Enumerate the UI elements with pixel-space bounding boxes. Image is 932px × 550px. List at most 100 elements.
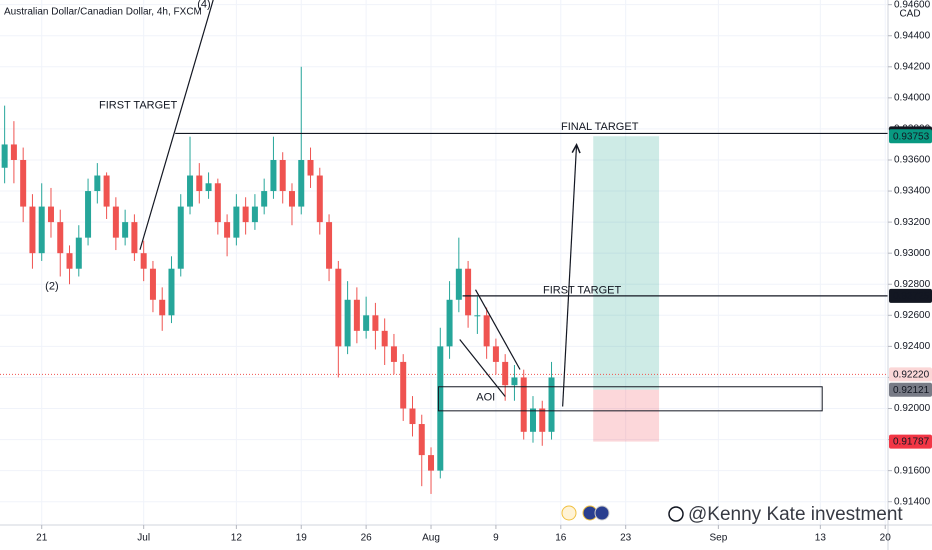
- price-tag: 0.91787: [893, 437, 930, 448]
- candle-body: [20, 159, 27, 207]
- x-tick-label: Jul: [137, 533, 150, 544]
- price-tag-bg: [889, 367, 932, 382]
- x-tick-label: 16: [555, 533, 567, 544]
- candle-body: [261, 191, 268, 207]
- candle-body: [316, 175, 323, 223]
- x-tick-label: 9: [493, 533, 499, 544]
- candle-body: [224, 222, 231, 238]
- candle-body: [372, 315, 379, 331]
- price-tag: 0.92121: [893, 385, 930, 396]
- drawing-line: [474, 289, 521, 370]
- candle-body: [400, 361, 407, 409]
- plot: [0, 0, 888, 494]
- candle-body: [492, 346, 499, 362]
- x-tick-label: 21: [36, 533, 48, 544]
- candle-body: [548, 377, 555, 432]
- x-tick-label: Sep: [709, 533, 727, 544]
- watermark-icon: [668, 506, 684, 522]
- candle-body: [47, 206, 54, 223]
- annotation: FINAL TARGET: [561, 121, 639, 133]
- candle-body: [539, 408, 546, 432]
- watermark: @Kenny Kate investment: [688, 504, 903, 525]
- candle-body: [455, 268, 462, 300]
- y-tick-label: 0.91400: [894, 496, 931, 507]
- candle-body: [233, 206, 240, 238]
- candle-body: [103, 175, 110, 207]
- drawing-line: [139, 0, 214, 250]
- candle-body: [279, 159, 286, 192]
- y-tick-label: 0.93200: [894, 217, 931, 228]
- price-tag-bg: [889, 382, 932, 397]
- x-tick-label: 12: [231, 533, 243, 544]
- candle-body: [335, 268, 342, 347]
- price-tag: 0.92220: [893, 369, 930, 380]
- candle-body: [446, 299, 453, 347]
- icon: [561, 505, 577, 521]
- price-tag: 0.92725: [893, 291, 930, 302]
- candle-body: [214, 183, 221, 223]
- x-tick-label: 26: [361, 533, 373, 544]
- y-tick-label: 0.93000: [894, 248, 931, 259]
- y-tick-label: 0.92600: [894, 310, 931, 321]
- candle-body: [85, 191, 92, 238]
- candle-body: [474, 315, 481, 317]
- candle-body: [187, 175, 194, 207]
- x-tick-label: 13: [815, 533, 827, 544]
- y-tick-label: 0.92000: [894, 403, 931, 414]
- candle-body: [29, 206, 36, 254]
- x-tick-label: Aug: [422, 533, 440, 544]
- x-tick-label: 20: [880, 533, 892, 544]
- candle-body: [10, 144, 17, 160]
- annotation: FIRST TARGET: [543, 285, 622, 297]
- price-tag-bg: [889, 434, 932, 449]
- candle-body: [437, 346, 444, 471]
- candle-body: [326, 222, 333, 269]
- y-tick-label: 0.92800: [894, 279, 931, 290]
- candle-body: [131, 222, 138, 254]
- y-tick-label: 0.94400: [894, 30, 931, 41]
- candle-body: [288, 191, 295, 207]
- candle-body: [196, 175, 203, 192]
- y-tick-label: 0.94600: [894, 0, 931, 10]
- candle-body: [57, 222, 64, 254]
- position-profit: [593, 136, 660, 390]
- candle-body: [140, 253, 147, 269]
- annotation: (4): [197, 0, 210, 11]
- aoi-box: [437, 386, 823, 412]
- currency: CAD: [899, 9, 920, 20]
- candle-body: [363, 315, 370, 331]
- candle-body: [353, 299, 360, 331]
- flag-icons: [561, 505, 610, 521]
- candle-body: [465, 268, 472, 316]
- candle-body: [205, 183, 212, 192]
- candle-body: [251, 206, 258, 223]
- candle-body: [529, 408, 536, 432]
- candle-body: [122, 222, 129, 238]
- price-tag-bg: [889, 129, 932, 144]
- candle-body: [177, 206, 184, 269]
- candle-body: [344, 299, 351, 347]
- candle-body: [409, 408, 416, 425]
- y-tick-label: 0.93600: [894, 155, 931, 166]
- candle-body: [168, 268, 175, 316]
- candle-body: [242, 206, 249, 223]
- y-tick-label: 0.93400: [894, 186, 931, 197]
- candle-body: [38, 206, 45, 254]
- annotation: AOI: [476, 391, 495, 403]
- watermark-group: @Kenny Kate investment: [668, 504, 903, 525]
- y-tick-label: 0.92400: [894, 341, 931, 352]
- annotation: (2): [45, 280, 58, 292]
- candle-body: [381, 330, 388, 347]
- drawing-line: [459, 339, 506, 397]
- x-tick-label: 23: [620, 533, 632, 544]
- candle-body: [483, 315, 490, 347]
- icon: [594, 505, 610, 521]
- candle-body: [307, 159, 314, 176]
- candle-body: [270, 159, 277, 192]
- candle-body: [112, 206, 119, 238]
- position-loss: [593, 389, 660, 442]
- candle-body: [520, 377, 527, 432]
- y-tick-label: 0.94000: [894, 92, 931, 103]
- candle-body: [1, 144, 8, 168]
